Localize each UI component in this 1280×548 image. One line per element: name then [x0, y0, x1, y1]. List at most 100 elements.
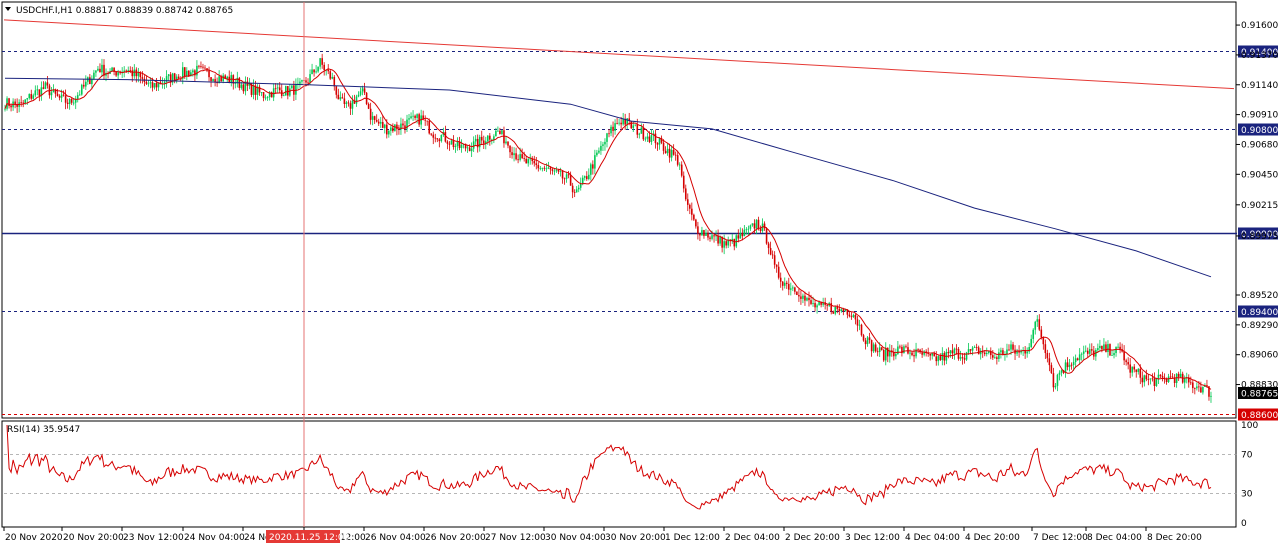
candle-body — [208, 70, 210, 78]
candle-body — [925, 351, 927, 353]
candle-body — [1097, 348, 1099, 351]
candle-body — [155, 82, 158, 88]
candle-body — [860, 324, 863, 336]
candle-body — [1048, 358, 1051, 366]
candle-body — [674, 154, 677, 156]
candle-body — [489, 135, 491, 140]
x-tick-label: 2 Dec 20:00 — [785, 533, 840, 543]
candle-body — [1008, 349, 1010, 351]
candle-body — [806, 297, 808, 301]
candle-body — [1070, 364, 1073, 366]
candle-body — [638, 133, 641, 135]
candle-body — [153, 82, 156, 88]
candle-body — [54, 89, 57, 94]
candle-body — [893, 352, 895, 357]
candle-body — [571, 185, 574, 193]
candle-body — [858, 324, 861, 326]
candle-body — [612, 126, 614, 131]
candle-body — [117, 72, 119, 76]
candle-body — [1026, 351, 1028, 354]
time-axis[interactable]: 20 Nov 2020 20 Nov 20:00 23 Nov 12:00 24 No… — [3, 527, 1202, 543]
candle-body — [1157, 374, 1160, 379]
candle-body — [341, 97, 344, 99]
x-tick-label: 30 Nov 20:00 — [605, 533, 666, 543]
candle-body — [1173, 377, 1176, 383]
candle-body — [880, 347, 883, 350]
price-level-label: 0.90800 — [1241, 126, 1278, 136]
price-level-label: 0.90000 — [1241, 230, 1278, 240]
candle-body — [165, 76, 168, 82]
candle-body — [695, 219, 697, 227]
candle-body — [1187, 377, 1190, 383]
candle-body — [343, 98, 346, 104]
rsi-indicator: 100 70 30 0 — [4, 421, 1258, 529]
candle-body — [561, 170, 564, 179]
crosshair-time-tag — [266, 530, 340, 543]
candle-body — [377, 121, 380, 124]
candle-body — [626, 118, 628, 125]
fast-ma-line — [4, 68, 1212, 390]
candle-body — [289, 88, 291, 96]
candle-body — [1030, 338, 1033, 348]
candle-body — [961, 357, 964, 359]
candle-body — [979, 350, 982, 355]
candle-body — [234, 82, 237, 84]
candle-body — [396, 124, 398, 130]
candle-body — [76, 95, 79, 99]
candle-body — [616, 123, 618, 124]
candle-body — [579, 183, 582, 188]
candle-body — [236, 77, 239, 83]
candle-body — [684, 188, 687, 200]
candle-body — [949, 350, 952, 354]
candle-body — [678, 164, 681, 166]
candle-body — [34, 90, 37, 96]
candle-body — [935, 356, 938, 362]
price-level-tag — [1238, 305, 1278, 318]
candle-body — [792, 287, 794, 289]
candle-body — [1060, 370, 1063, 373]
candle-body — [640, 127, 643, 134]
candle-body — [426, 120, 429, 122]
candle-body — [266, 97, 269, 98]
candle-body — [194, 70, 196, 76]
dropdown-triangle-icon[interactable] — [5, 7, 11, 11]
y-tick-label: 0.91600 — [1241, 21, 1278, 31]
candle-body — [515, 153, 517, 160]
trend-line[interactable] — [3, 19, 1235, 90]
candle-body — [383, 124, 386, 128]
y-tick-label: 0.90450 — [1241, 170, 1278, 180]
candle-body — [379, 121, 382, 124]
x-tick-label: 26 Nov 20:00 — [425, 533, 486, 543]
candle-body — [388, 130, 390, 135]
candle-body — [624, 118, 626, 125]
candle-body — [295, 84, 297, 95]
candle-body — [903, 346, 905, 354]
candle-body — [204, 67, 206, 69]
candle-body — [103, 64, 105, 76]
candle-body — [1147, 379, 1150, 380]
candle-body — [478, 136, 481, 148]
candle-body — [818, 301, 820, 306]
candle-body — [600, 145, 602, 151]
candle-body — [1198, 386, 1200, 388]
candle-body — [842, 309, 845, 311]
candle-body — [1200, 387, 1202, 393]
candle-body — [575, 189, 578, 193]
candle-body — [755, 219, 758, 229]
candle-body — [525, 158, 527, 164]
y-tick-label: 0.90910 — [1241, 111, 1278, 121]
candle-body — [1101, 345, 1103, 350]
candle-body — [38, 89, 41, 96]
candle-body — [672, 149, 675, 155]
candle-body — [1074, 358, 1077, 363]
candle-body — [559, 170, 562, 172]
candle-body — [1088, 349, 1091, 354]
candle-body — [725, 241, 727, 246]
candle-body — [131, 70, 134, 77]
candle-body — [739, 233, 742, 239]
candle-body — [915, 349, 917, 357]
candle-body — [402, 123, 404, 126]
price-axis[interactable]: 0.91400 0.90800 0.90000 0.89400 0.88600 0.916… — [1236, 21, 1278, 421]
candle-body — [931, 353, 934, 356]
